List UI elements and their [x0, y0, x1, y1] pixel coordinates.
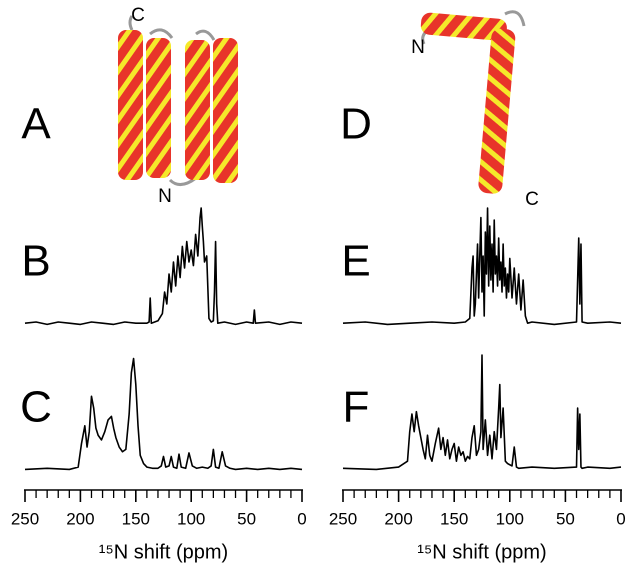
x-tick-label: 250	[11, 509, 39, 528]
spectrum	[24, 357, 303, 471]
x-tick-label: 0	[616, 509, 625, 528]
x-tick-label: 150	[122, 509, 150, 528]
panel-label: C	[20, 383, 52, 432]
x-tick-label: 200	[384, 509, 412, 528]
panel-label: D	[340, 100, 372, 149]
terminus-label: C	[131, 5, 145, 26]
structure-d	[420, 10, 526, 194]
x-axis-label: ¹⁵N shift (ppm)	[99, 541, 228, 563]
terminus-label: N	[158, 186, 172, 207]
panel-label: F	[343, 383, 370, 432]
x-tick-label: 100	[496, 509, 524, 528]
x-tick-label: 250	[329, 509, 357, 528]
x-axis-label: ¹⁵N shift (ppm)	[417, 541, 546, 563]
x-tick-label: 0	[297, 509, 306, 528]
x-tick-label: 50	[237, 509, 256, 528]
panel-label: A	[21, 100, 51, 149]
spectrum	[342, 354, 622, 471]
terminus-label: C	[525, 189, 539, 210]
panel-label: E	[341, 237, 370, 286]
terminus-label: N	[411, 37, 425, 58]
x-tick-label: 200	[66, 509, 94, 528]
panel-label: B	[21, 237, 50, 286]
spectrum	[24, 207, 303, 326]
spectrum	[342, 207, 622, 326]
x-tick-label: 50	[556, 509, 575, 528]
x-tick-label: 150	[440, 509, 468, 528]
x-tick-label: 100	[177, 509, 205, 528]
structure-a	[118, 15, 238, 186]
